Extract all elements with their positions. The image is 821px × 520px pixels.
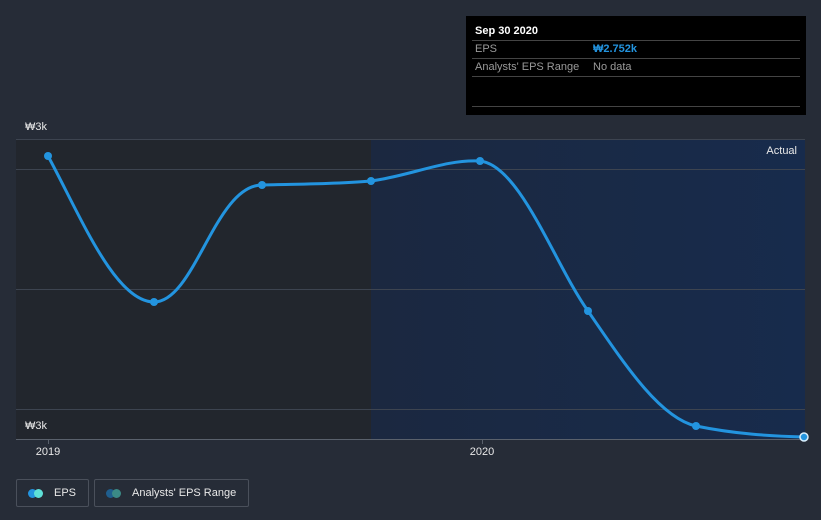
eps-point[interactable] [367,177,375,185]
tooltip: Sep 30 2020 EPS ₩2.752k Analysts' EPS Ra… [466,16,806,115]
tooltip-range-label: Analysts' EPS Range [475,61,580,73]
y-axis-top-label: ₩3k [25,121,47,133]
tooltip-divider [472,106,800,107]
eps-point[interactable] [44,152,52,160]
eps-point[interactable] [150,298,158,306]
eps-points [44,152,809,442]
y-axis-bottom-label: ₩3k [25,420,47,432]
tooltip-row-eps: EPS ₩2.752k [472,41,800,59]
analysts-range-legend-icon [106,488,122,498]
eps-point-highlighted[interactable] [799,432,809,442]
eps-point[interactable] [692,422,700,430]
legend: EPS Analysts' EPS Range [16,479,250,507]
eps-point[interactable] [584,307,592,315]
legend-label-eps: EPS [54,487,77,499]
legend-item-analysts-range[interactable]: Analysts' EPS Range [94,479,250,507]
actual-region-label: Actual [766,145,797,157]
x-axis-label-2019: 2019 [35,446,61,458]
eps-point[interactable] [258,181,266,189]
x-axis-label-2020: 2020 [469,446,495,458]
tooltip-eps-value: ₩2.752k [593,43,638,55]
legend-item-eps[interactable]: EPS [16,479,90,507]
tooltip-eps-label: EPS [475,43,498,55]
tooltip-row-range: Analysts' EPS Range No data [472,59,800,77]
tooltip-range-value: No data [593,61,632,73]
legend-label-analysts-range: Analysts' EPS Range [132,487,237,499]
gridlines [16,139,805,410]
eps-point[interactable] [476,157,484,165]
tooltip-date: Sep 30 2020 [472,16,800,41]
eps-legend-icon [28,488,44,498]
